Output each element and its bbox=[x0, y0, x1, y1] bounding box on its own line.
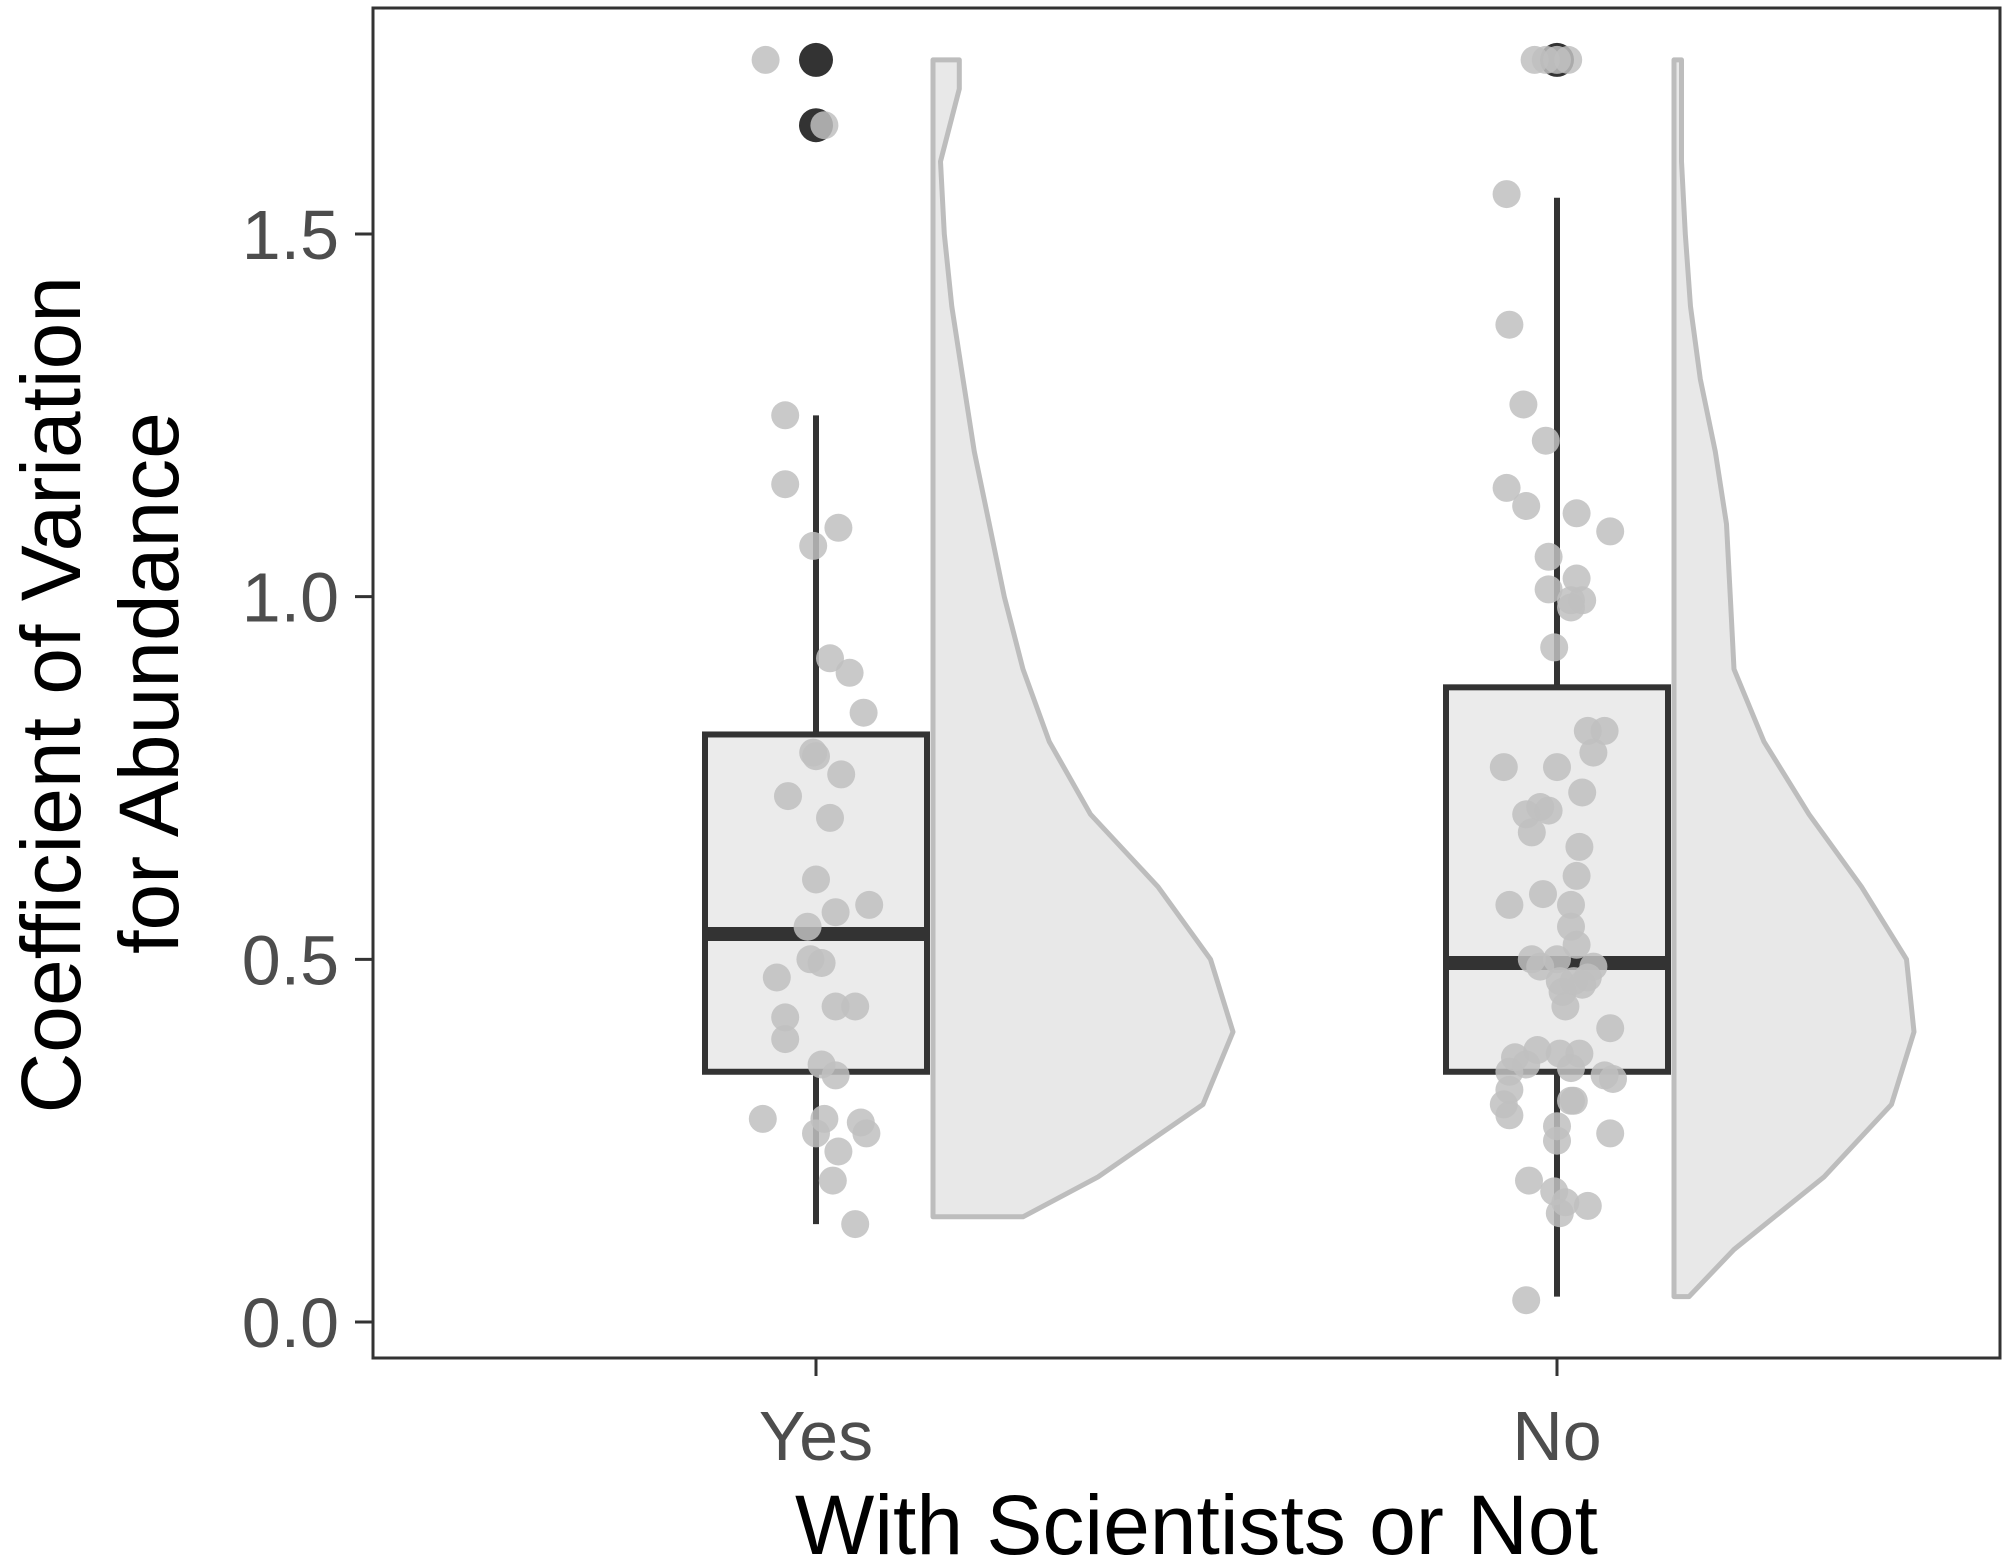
data-point-yes-1 bbox=[810, 111, 839, 140]
data-point-no-63 bbox=[1543, 1126, 1571, 1155]
data-point-no-28 bbox=[1517, 818, 1546, 847]
data-point-no-33 bbox=[1557, 890, 1585, 919]
data-point-yes-16 bbox=[821, 898, 850, 927]
data-point-no-4 bbox=[1492, 180, 1521, 209]
data-point-no-46 bbox=[1596, 1014, 1625, 1043]
data-point-yes-21 bbox=[821, 992, 850, 1021]
data-point-no-11 bbox=[1596, 517, 1625, 546]
data-point-no-38 bbox=[1526, 952, 1555, 981]
data-point-yes-20 bbox=[762, 963, 791, 992]
data-point-yes-34 bbox=[841, 1210, 870, 1239]
data-point-no-60 bbox=[1495, 1101, 1524, 1130]
axes-layer: Yes No 0.0 0.5 1.0 1.5 bbox=[242, 196, 1602, 1475]
data-point-no-20 bbox=[1590, 716, 1619, 745]
data-point-yes-6 bbox=[816, 644, 844, 673]
y-axis-title-line-2: for Abundance bbox=[102, 412, 196, 954]
data-point-no-64 bbox=[1515, 1166, 1543, 1195]
violin-no bbox=[1671, 57, 1917, 1300]
data-point-yes-10 bbox=[802, 742, 830, 771]
data-point-no-7 bbox=[1531, 426, 1560, 455]
data-point-no-29 bbox=[1565, 832, 1594, 861]
y-axis-title: Coefficient of Variation for Abundance bbox=[4, 253, 196, 1114]
data-point-no-17 bbox=[1557, 593, 1585, 622]
data-point-yes-8 bbox=[849, 698, 878, 727]
data-point-yes-0 bbox=[751, 45, 780, 74]
data-point-no-6 bbox=[1509, 390, 1538, 419]
data-point-no-32 bbox=[1495, 890, 1524, 919]
data-point-no-68 bbox=[1545, 1199, 1574, 1228]
data-point-yes-12 bbox=[774, 782, 802, 811]
x-tick-label-yes: Yes bbox=[759, 1397, 873, 1475]
data-point-yes-15 bbox=[855, 890, 884, 919]
data-point-no-9 bbox=[1512, 492, 1541, 520]
data-point-yes-11 bbox=[827, 760, 856, 789]
data-point-no-5 bbox=[1495, 310, 1524, 339]
violin-yes bbox=[930, 57, 1236, 1220]
data-point-no-23 bbox=[1543, 753, 1571, 782]
data-point-yes-30 bbox=[852, 1119, 881, 1148]
data-point-yes-22 bbox=[841, 992, 870, 1021]
y-tick-label-1: 0.5 bbox=[242, 921, 339, 999]
y-tick-label-3: 1.5 bbox=[242, 196, 339, 274]
data-point-yes-17 bbox=[793, 912, 822, 941]
outlier-yes-0 bbox=[799, 42, 833, 77]
data-point-no-10 bbox=[1562, 499, 1591, 528]
data-point-no-26 bbox=[1534, 796, 1563, 825]
point-layer bbox=[748, 45, 1627, 1315]
data-point-no-3 bbox=[1554, 45, 1583, 74]
x-axis-title: With Scientists or Not bbox=[795, 1478, 1598, 1568]
data-point-yes-23 bbox=[771, 1003, 800, 1032]
data-point-yes-28 bbox=[748, 1104, 777, 1133]
data-point-no-55 bbox=[1599, 1065, 1627, 1093]
violin-layer bbox=[930, 57, 1917, 1300]
data-point-no-22 bbox=[1489, 753, 1518, 782]
data-point-no-13 bbox=[1562, 564, 1591, 593]
data-point-yes-32 bbox=[824, 1137, 853, 1166]
data-point-no-31 bbox=[1529, 880, 1557, 909]
data-point-no-45 bbox=[1551, 992, 1580, 1021]
y-tick-label-0: 0.0 bbox=[242, 1284, 339, 1362]
data-point-yes-7 bbox=[835, 658, 864, 687]
data-point-no-30 bbox=[1562, 861, 1591, 890]
data-point-yes-24 bbox=[771, 1025, 800, 1054]
data-point-no-24 bbox=[1568, 778, 1597, 807]
data-point-no-35 bbox=[1562, 930, 1591, 959]
data-point-yes-13 bbox=[816, 803, 844, 832]
box-yes bbox=[702, 731, 930, 1075]
y-axis-title-line-1: Coefficient of Variation bbox=[4, 276, 98, 1113]
y-tick-label-2: 1.0 bbox=[242, 559, 339, 637]
data-point-no-18 bbox=[1540, 633, 1569, 662]
data-point-no-21 bbox=[1579, 738, 1608, 767]
data-point-no-62 bbox=[1596, 1119, 1625, 1148]
data-point-no-12 bbox=[1534, 542, 1563, 571]
data-point-no-8 bbox=[1492, 473, 1521, 502]
data-point-yes-19 bbox=[807, 949, 836, 977]
data-point-yes-4 bbox=[824, 513, 853, 542]
data-point-yes-5 bbox=[799, 531, 828, 560]
data-point-no-58 bbox=[1559, 1086, 1588, 1115]
data-point-no-67 bbox=[1573, 1191, 1602, 1220]
data-point-yes-2 bbox=[771, 401, 800, 430]
data-point-yes-14 bbox=[802, 865, 830, 894]
data-point-yes-31 bbox=[802, 1119, 830, 1148]
data-point-yes-26 bbox=[821, 1061, 850, 1090]
x-tick-label-no: No bbox=[1512, 1397, 1601, 1475]
data-point-no-14 bbox=[1534, 575, 1563, 604]
data-point-yes-3 bbox=[771, 470, 800, 499]
data-point-no-69 bbox=[1512, 1286, 1541, 1315]
data-point-no-52 bbox=[1557, 1054, 1585, 1083]
data-point-yes-33 bbox=[818, 1166, 847, 1195]
